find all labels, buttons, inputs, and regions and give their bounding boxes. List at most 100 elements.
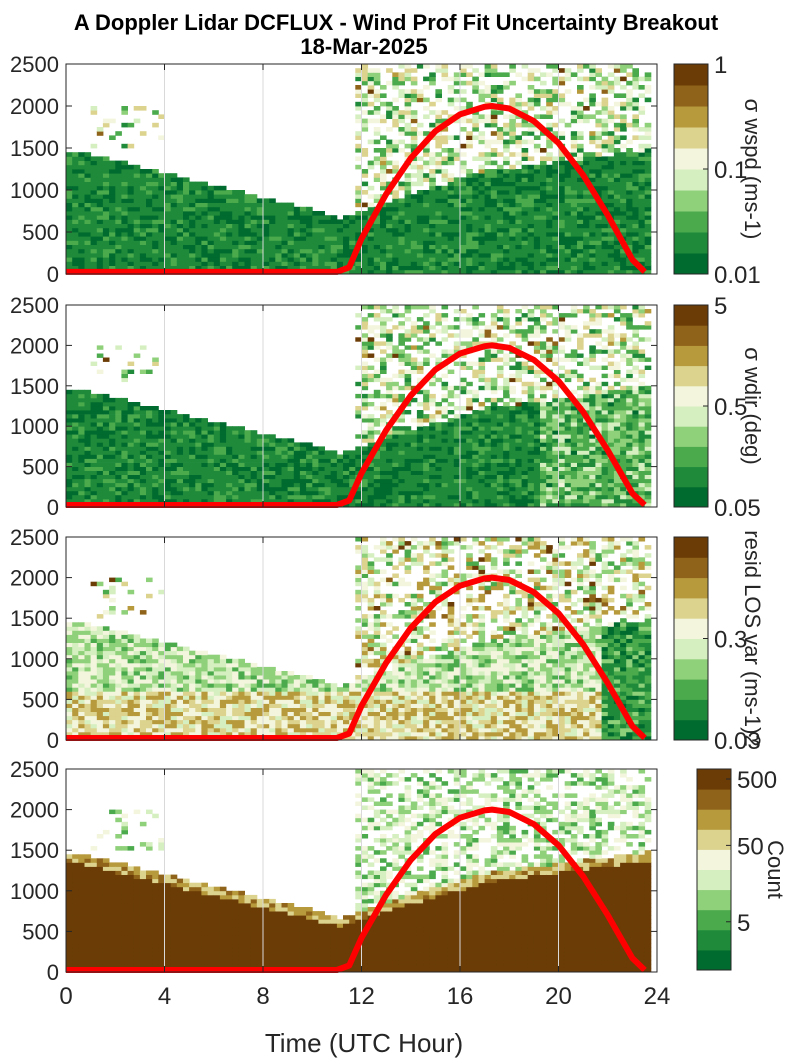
heatmap-cell — [72, 190, 79, 195]
heatmap-cell — [158, 248, 165, 254]
heatmap-cell — [429, 257, 436, 262]
heatmap-cell — [490, 446, 498, 451]
heatmap-cell — [595, 72, 602, 77]
heatmap-cell — [503, 72, 510, 77]
heatmap-cell — [361, 215, 369, 220]
heatmap-cell — [102, 414, 110, 419]
heatmap-cell — [638, 215, 646, 220]
heatmap-cell — [509, 478, 516, 484]
heatmap-cell — [478, 414, 486, 419]
heatmap-cell — [583, 206, 590, 212]
heatmap-cell — [472, 194, 479, 199]
heatmap-cell — [226, 244, 233, 250]
heatmap-cell — [78, 261, 85, 266]
heatmap-cell — [226, 438, 233, 443]
heatmap-cell — [133, 454, 141, 459]
heatmap-cell — [644, 135, 652, 140]
heatmap-cell — [490, 253, 498, 258]
heatmap-cell — [213, 211, 221, 216]
heatmap-cell — [392, 430, 399, 435]
heatmap-cell — [644, 131, 652, 136]
heatmap-cell — [380, 329, 387, 334]
heatmap-cell — [392, 253, 399, 258]
heatmap-cell — [226, 478, 233, 484]
heatmap-cell — [496, 337, 504, 342]
heatmap-cell — [78, 486, 85, 492]
heatmap-cell — [201, 185, 208, 191]
heatmap-cell — [102, 393, 110, 399]
heatmap-cell — [336, 454, 344, 459]
heatmap-cell — [447, 410, 455, 415]
heatmap-cell — [435, 430, 442, 435]
heatmap-cell — [183, 181, 190, 187]
heatmap-cell — [306, 240, 313, 245]
heatmap-cell — [595, 122, 602, 128]
heatmap-cell — [355, 490, 362, 496]
heatmap-cell — [226, 206, 233, 212]
heatmap-cell — [503, 227, 510, 233]
heatmap-cell — [423, 64, 430, 69]
heatmap-cell — [472, 466, 479, 471]
heatmap-cell — [232, 442, 239, 447]
heatmap-cell — [96, 164, 104, 170]
heatmap-cell — [386, 389, 393, 395]
heatmap-cell — [453, 482, 461, 488]
heatmap-cell — [367, 227, 375, 233]
heatmap-cell — [293, 215, 301, 220]
heatmap-cell — [472, 446, 479, 451]
heatmap-cell — [509, 462, 516, 467]
heatmap-cell — [139, 202, 147, 208]
heatmap-cell — [84, 470, 92, 475]
heatmap-cell — [533, 185, 541, 191]
heatmap-cell — [429, 462, 436, 467]
heatmap-cell — [416, 494, 424, 500]
heatmap-cell — [527, 454, 535, 459]
heatmap-cell — [583, 240, 590, 245]
heatmap-cell — [521, 503, 529, 508]
heatmap-cell — [453, 458, 461, 463]
heatmap-cell — [269, 498, 276, 504]
heatmap-cell — [318, 253, 325, 258]
heatmap-cell — [355, 313, 362, 318]
heatmap-cell — [503, 414, 510, 419]
heatmap-cell — [533, 68, 541, 73]
heatmap-cell — [386, 474, 393, 480]
heatmap-cell — [263, 454, 270, 459]
heatmap-cell — [447, 438, 455, 443]
heatmap-cell — [527, 127, 535, 132]
heatmap-cell — [460, 470, 467, 475]
heatmap-cell — [355, 434, 362, 439]
heatmap-cell — [441, 206, 449, 212]
heatmap-cell — [509, 173, 516, 178]
heatmap-cell — [423, 131, 430, 136]
heatmap-cell — [496, 458, 504, 463]
heatmap-cell — [152, 361, 159, 366]
heatmap-cell — [238, 474, 245, 480]
heatmap-cell — [367, 470, 375, 475]
heatmap-cell — [601, 227, 609, 233]
heatmap-cell — [90, 478, 98, 484]
heatmap-cell — [613, 185, 621, 191]
heatmap-cell — [96, 406, 104, 411]
heatmap-cell — [423, 357, 430, 362]
heatmap-cell — [540, 190, 547, 195]
heatmap-cell — [244, 470, 252, 475]
heatmap-cell — [515, 97, 522, 103]
heatmap-cell — [109, 160, 116, 166]
heatmap-cell — [466, 139, 473, 145]
heatmap-cell — [460, 64, 467, 69]
heatmap-cell — [490, 114, 498, 119]
heatmap-cell — [207, 474, 215, 480]
heatmap-cell — [392, 106, 399, 111]
heatmap-cell — [521, 446, 529, 451]
heatmap-cell — [263, 450, 270, 455]
heatmap-cell — [441, 450, 449, 455]
heatmap-cell — [109, 442, 116, 447]
heatmap-cell — [589, 244, 596, 250]
heatmap-cell — [176, 486, 184, 492]
heatmap-cell — [472, 434, 479, 439]
heatmap-cell — [460, 269, 467, 275]
heatmap-cell — [306, 490, 313, 496]
heatmap-cell — [583, 236, 590, 241]
heatmap-cell — [232, 434, 239, 439]
